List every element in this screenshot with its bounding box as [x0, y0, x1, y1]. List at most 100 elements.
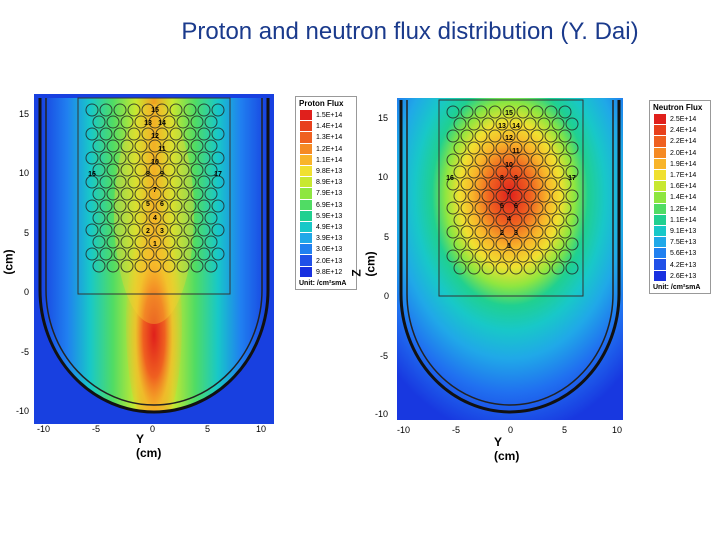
y-tick-label: 10: [256, 424, 267, 434]
legend-row: 1.4E+14: [650, 192, 710, 204]
y-tick-label: 5: [205, 424, 211, 434]
rod-number: 2: [500, 230, 504, 237]
z-tick-label: 5: [384, 232, 390, 242]
legend-swatch: [654, 136, 666, 148]
legend-swatch: [654, 270, 666, 282]
legend-swatch: [654, 225, 666, 238]
legend-level-label: 7.5E+13: [670, 239, 697, 247]
legend-swatch: [654, 125, 666, 137]
legend-level-label: 8.9E+13: [316, 179, 343, 187]
legend-row: 1.4E+14: [296, 121, 356, 133]
legend-row: 4.9E+13: [296, 221, 356, 234]
legend-swatch: [300, 188, 312, 200]
legend-swatch: [300, 165, 312, 178]
legend-swatch: [300, 154, 312, 166]
legend-level-label: 2.2E+14: [670, 138, 697, 146]
legend-swatch: [654, 203, 666, 215]
rod-number: 13: [144, 120, 152, 127]
rod-number: 3: [514, 230, 518, 237]
legend-swatch: [300, 132, 312, 144]
legend-row: 9.8E+12: [296, 266, 356, 278]
legend-swatch: [654, 214, 666, 226]
legend-swatch: [654, 147, 666, 159]
legend-swatch: [654, 259, 666, 271]
rod-number: 8: [500, 175, 504, 182]
legend-swatch: [654, 169, 666, 182]
legend-level-label: 4.2E+13: [670, 261, 697, 269]
rod-number: 10: [151, 159, 159, 166]
neutron-z-axis-title: Z (cm): [349, 251, 378, 277]
legend-row: 5.6E+13: [650, 248, 710, 260]
rod-number: 1: [507, 243, 511, 250]
legend-title: Neutron Flux: [653, 103, 703, 112]
legend-swatch: [300, 199, 312, 211]
legend-unit: Unit: /cm²smA: [299, 279, 347, 287]
rod-number: 16: [446, 175, 454, 182]
legend-row: 1.5E+14: [296, 110, 356, 122]
legend-row: 4.2E+13: [650, 259, 710, 271]
legend-level-label: 7.9E+13: [316, 190, 343, 198]
legend-level-label: 4.9E+13: [316, 223, 343, 231]
rod-number: 12: [505, 135, 513, 142]
rod-number: 10: [505, 162, 513, 169]
z-tick-label: -5: [380, 351, 389, 361]
proton-z-axis-title: Z (cm): [0, 249, 16, 275]
z-tick-label: 0: [24, 287, 30, 297]
legend-row: 7.9E+13: [296, 188, 356, 200]
legend-row: 7.5E+13: [650, 237, 710, 249]
legend-row: 6.9E+13: [296, 199, 356, 211]
legend-swatch: [654, 158, 666, 170]
legend-row: 1.1E+14: [296, 154, 356, 166]
z-tick-label: 15: [378, 113, 389, 123]
legend-scale: 1.5E+14 1.4E+14 1.3E+14 1.2E+14 1.1E+14 9.8E+…: [296, 110, 356, 278]
rod-number: 1: [153, 241, 157, 248]
legend-level-label: 1.2E+14: [670, 205, 697, 213]
neutron-flux-legend: Neutron Flux 2.5E+14 2.4E+14 2.2E+14 2.0E+1…: [649, 100, 711, 294]
z-tick-label: 10: [19, 168, 30, 178]
legend-swatch: [300, 255, 312, 267]
rod-number: 14: [158, 120, 166, 127]
z-tick-label: -10: [16, 406, 30, 416]
legend-title: Proton Flux: [299, 99, 344, 108]
y-tick-label: -10: [37, 424, 51, 434]
legend-swatch: [654, 181, 666, 193]
rod-number: 7: [153, 187, 157, 194]
legend-swatch: [300, 177, 312, 189]
legend-swatch: [300, 121, 312, 133]
legend-row: 2.0E+14: [650, 147, 710, 159]
rod-number: 2: [146, 228, 150, 235]
rod-number: 8: [146, 171, 150, 178]
legend-level-label: 6.9E+13: [316, 201, 343, 209]
legend-unit: Unit: /cm²smA: [653, 283, 701, 291]
legend-level-label: 5.6E+13: [670, 250, 697, 258]
z-tick-label: 5: [24, 228, 30, 238]
legend-level-label: 1.9E+14: [670, 160, 697, 168]
rod-number: 4: [153, 215, 157, 222]
legend-row: 3.0E+13: [296, 244, 356, 256]
legend-swatch: [654, 192, 666, 204]
legend-row: 2.5E+14: [650, 114, 710, 126]
legend-row: 1.6E+14: [650, 181, 710, 193]
rod-number: 15: [505, 110, 513, 117]
y-tick-label: 10: [612, 425, 623, 435]
legend-level-label: 3.9E+13: [316, 235, 343, 243]
y-tick-label: -10: [397, 425, 411, 435]
legend-row: 8.9E+13: [296, 177, 356, 189]
rod-number: 4: [507, 216, 511, 223]
rod-number: 5: [146, 201, 150, 208]
rod-number: 11: [512, 148, 520, 155]
rod-number: 13: [498, 123, 506, 130]
legend-swatch: [300, 110, 312, 122]
z-tick-label: -5: [21, 347, 30, 357]
legend-level-label: 2.6E+13: [670, 272, 697, 280]
rod-number: 14: [512, 123, 520, 130]
legend-row: 2.0E+13: [296, 255, 356, 267]
y-tick-label: 0: [508, 425, 514, 435]
legend-level-label: 2.0E+13: [316, 257, 343, 265]
legend-level-label: 1.7E+14: [670, 172, 697, 180]
rod-number: 17: [568, 175, 576, 182]
legend-swatch: [654, 114, 666, 126]
legend-swatch: [300, 210, 312, 222]
rod-number: 11: [158, 146, 166, 153]
legend-row: 2.2E+14: [650, 136, 710, 148]
